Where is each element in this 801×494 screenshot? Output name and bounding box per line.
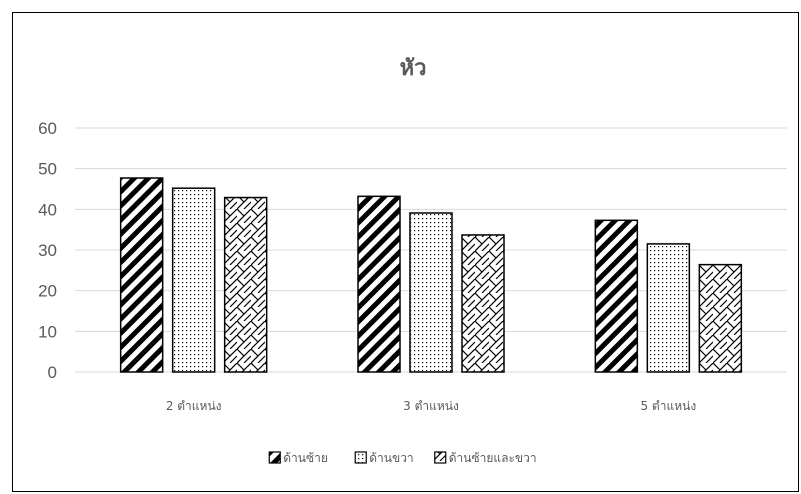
bar	[223, 196, 268, 373]
y-axis-ticks: 0 10 20 30 40 50 60	[38, 119, 57, 382]
chart-frame: หัว 0 10 20 30 40 50 60 2 ตำแหน่ง 3 ตำแหน่ง 5 ตำ…	[12, 12, 799, 492]
chart-svg: หัว 0 10 20 30 40 50 60 2 ตำแหน่ง 3 ตำแหน่ง 5 ตำ…	[38, 56, 787, 465]
legend-label: ด้านซ้าย	[283, 451, 328, 465]
y-tick-label: 50	[38, 160, 57, 179]
legend: ด้านซ้าย ด้านขวา ด้านซ้ายและขวา	[268, 451, 537, 465]
legend-swatch	[434, 451, 447, 464]
x-tick-label: 3 ตำแหน่ง	[403, 399, 459, 413]
legend-label: ด้านขวา	[369, 451, 413, 465]
x-tick-label: 2 ตำแหน่ง	[166, 399, 222, 413]
bar	[461, 234, 505, 373]
legend-label: ด้านซ้ายและขวา	[449, 451, 537, 465]
bar	[119, 177, 164, 373]
y-tick-label: 60	[38, 119, 57, 138]
bar	[409, 212, 453, 373]
bar	[646, 243, 691, 373]
y-tick-label: 30	[38, 241, 57, 260]
bars	[119, 177, 743, 373]
bar	[357, 195, 401, 373]
legend-swatch	[268, 451, 281, 464]
bar	[594, 219, 639, 373]
chart-title: หัว	[400, 56, 427, 81]
legend-swatch	[354, 451, 367, 464]
x-tick-label: 5 ตำแหน่ง	[640, 399, 696, 413]
x-axis-ticks: 2 ตำแหน่ง 3 ตำแหน่ง 5 ตำแหน่ง	[166, 399, 696, 413]
y-tick-label: 20	[38, 282, 57, 301]
y-tick-label: 40	[38, 200, 57, 219]
y-tick-label: 10	[38, 322, 57, 341]
bar	[171, 187, 216, 373]
y-tick-label: 0	[48, 363, 57, 382]
bar	[698, 263, 743, 373]
